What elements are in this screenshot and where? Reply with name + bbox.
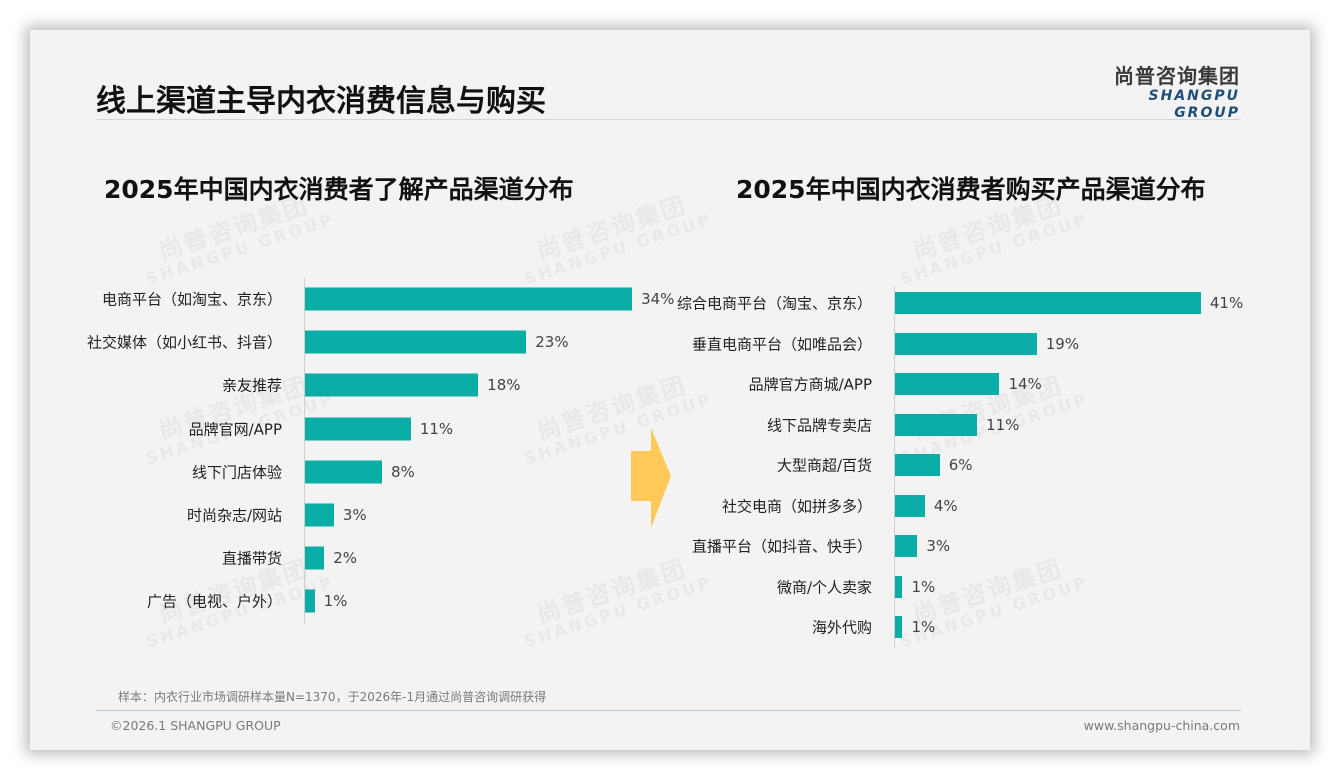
category-label: 品牌官方商城/APP <box>748 375 872 394</box>
category-label: 亲友推荐 <box>221 376 282 395</box>
value-label: 8% <box>390 462 415 481</box>
category-label: 线下门店体验 <box>191 463 282 482</box>
website-link[interactable]: www.shangpu-china.com <box>1083 718 1240 733</box>
slide: 线上渠道主导内衣消费信息与购买 尚普咨询集团 SHANGPU GROUP 尚普咨… <box>30 30 1310 750</box>
bar <box>305 589 315 613</box>
category-label: 综合电商平台（淘宝、京东） <box>676 294 872 313</box>
value-label: 3% <box>926 537 951 555</box>
category-label: 垂直电商平台（如唯品会） <box>691 335 872 353</box>
category-label: 线下品牌专卖店 <box>766 416 872 434</box>
bar <box>895 413 978 436</box>
value-label: 34% <box>641 290 675 308</box>
bar <box>895 454 940 476</box>
bar <box>305 373 479 397</box>
sample-note: 样本：内衣行业市场调研样本量N=1370，于2026年-1月通过尚普咨询调研获得 <box>118 690 547 704</box>
value-label: 19% <box>1045 334 1080 353</box>
bar <box>305 417 411 441</box>
watermark-en: SHANGPU GROUP <box>144 209 337 288</box>
category-label: 品牌官网/APP <box>188 420 282 439</box>
left-chart-axis <box>304 278 305 624</box>
category-label: 广告（电视、户外） <box>146 592 282 611</box>
page-title: 线上渠道主导内衣消费信息与购买 <box>96 84 546 119</box>
value-label: 1% <box>911 577 936 596</box>
watermark-cn: 尚普咨询集团 <box>514 366 709 452</box>
bar <box>895 535 918 557</box>
watermark-en: SHANGPU GROUP <box>522 572 715 651</box>
right-chart-title: 2025年中国内衣消费者购买产品渠道分布 <box>736 175 1206 204</box>
value-label: 1% <box>323 592 348 611</box>
value-label: 41% <box>1209 294 1244 312</box>
bar <box>305 503 334 527</box>
value-label: 2% <box>333 549 358 568</box>
right-chart-axis <box>894 286 895 648</box>
bar <box>895 575 903 598</box>
footer-divider <box>96 710 1241 711</box>
category-label: 电商平台（如淘宝、京东） <box>101 290 282 309</box>
bar <box>305 287 633 311</box>
category-label: 时尚杂志/网站 <box>186 506 282 525</box>
right-arrow-icon <box>631 428 671 528</box>
watermark-en: SHANGPU GROUP <box>898 209 1091 288</box>
category-label: 社交电商（如拼多多） <box>721 497 872 515</box>
left-chart-title: 2025年中国内衣消费者了解产品渠道分布 <box>104 175 574 204</box>
value-label: 4% <box>933 496 958 515</box>
value-label: 3% <box>342 506 367 524</box>
category-label: 海外代购 <box>811 618 872 637</box>
bar <box>895 616 903 638</box>
bar <box>895 292 1201 314</box>
bar <box>305 460 382 484</box>
bar <box>895 373 1000 395</box>
value-label: 6% <box>948 456 973 474</box>
bar <box>895 494 925 517</box>
bar <box>895 332 1037 355</box>
value-label: 11% <box>986 415 1020 434</box>
category-label: 直播平台（如抖音、快手） <box>691 537 872 556</box>
watermark-cn: 尚普咨询集团 <box>514 549 709 635</box>
value-label: 18% <box>487 376 521 395</box>
logo-chinese: 尚普咨询集团 <box>1114 64 1240 88</box>
category-label: 微商/个人卖家 <box>776 578 872 596</box>
title-divider <box>96 119 1241 120</box>
watermark-en: SHANGPU GROUP <box>522 209 715 288</box>
value-label: 14% <box>1008 375 1042 393</box>
value-label: 1% <box>911 618 936 636</box>
bar <box>305 330 527 354</box>
bar <box>305 546 325 570</box>
company-logo: 尚普咨询集团 SHANGPU GROUP <box>1090 64 1240 122</box>
value-label: 11% <box>419 419 454 438</box>
category-label: 直播带货 <box>221 549 282 568</box>
logo-english: SHANGPU GROUP <box>1148 88 1240 121</box>
value-label: 23% <box>535 333 569 352</box>
category-label: 社交媒体（如小红书、抖音） <box>86 333 282 352</box>
watermark-en: SHANGPU GROUP <box>522 389 715 468</box>
category-label: 大型商超/百货 <box>776 456 872 475</box>
copyright: ©2026.1 SHANGPU GROUP <box>110 718 281 733</box>
